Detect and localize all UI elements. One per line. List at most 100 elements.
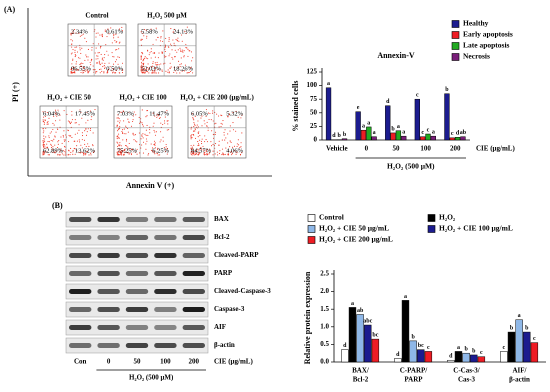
flow-dot	[203, 120, 205, 122]
flow-dot	[157, 64, 159, 66]
quadrant-percent: 0.50%	[106, 65, 123, 72]
flow-dot	[192, 152, 195, 154]
flow-dot	[181, 51, 183, 53]
flow-dot	[130, 125, 133, 127]
flow-dot	[152, 125, 154, 127]
flow-dot	[162, 124, 164, 126]
flow-dot	[119, 126, 121, 128]
flow-dot	[52, 128, 54, 131]
flow-dot	[190, 148, 192, 150]
flow-dot	[73, 71, 75, 73]
flow-dot	[82, 67, 84, 69]
flow-dot	[99, 63, 101, 65]
flow-dot	[42, 144, 44, 146]
flow-dot	[202, 149, 205, 151]
flow-dot	[130, 152, 132, 154]
flow-dot	[104, 62, 106, 64]
x-tick-label: 50	[393, 145, 401, 153]
flow-dot	[147, 134, 149, 136]
blot-band	[97, 343, 120, 348]
blot-band	[125, 217, 149, 222]
quadrant-percent: 5.32%	[226, 110, 243, 117]
flow-dot	[117, 148, 119, 150]
flow-dot	[191, 154, 193, 156]
flow-dot	[92, 69, 94, 71]
flow-dot	[179, 72, 181, 74]
blot-band	[154, 235, 177, 240]
blot-band	[125, 271, 149, 276]
flow-dot	[218, 140, 220, 142]
bar	[447, 359, 455, 363]
flow-dot	[175, 70, 177, 72]
flow-dot	[164, 46, 166, 48]
flow-dot	[185, 43, 187, 45]
flow-dot	[48, 141, 50, 143]
flow-dot	[142, 63, 145, 65]
flow-dot	[44, 152, 46, 154]
flow-dot	[94, 108, 96, 111]
flow-dot	[91, 46, 93, 48]
flow-dot	[112, 69, 115, 71]
flow-dot	[113, 56, 115, 58]
flow-dot	[141, 38, 143, 40]
flow-dot	[197, 141, 199, 143]
flow-dot	[140, 31, 142, 33]
flow-dot	[153, 150, 155, 153]
flow-dot	[140, 55, 142, 57]
x-tick-label: C-Cas-3/	[453, 367, 480, 375]
flow-dot	[197, 136, 199, 138]
flow-dot	[140, 58, 142, 60]
flow-dot	[135, 114, 137, 116]
flow-dot	[144, 133, 146, 135]
flow-dot	[146, 140, 148, 142]
flow-dot	[240, 142, 242, 144]
bar	[420, 136, 426, 141]
flow-dot	[64, 154, 66, 156]
flow-dot	[66, 113, 68, 115]
flow-dot	[121, 154, 123, 156]
significance-letter: c	[427, 127, 430, 133]
flow-dot	[190, 66, 192, 69]
flow-dot	[154, 71, 156, 73]
flow-dot	[70, 33, 72, 35]
flow-dot	[43, 138, 45, 140]
flow-dot	[197, 143, 200, 145]
flow-dot	[152, 112, 154, 114]
flow-dot	[163, 120, 166, 122]
blot-band	[182, 253, 205, 258]
flow-dot	[85, 145, 87, 148]
flow-dot	[87, 56, 89, 58]
flow-dot	[127, 127, 129, 130]
flow-dot	[151, 151, 154, 153]
flow-dot	[99, 34, 101, 36]
flow-dot	[172, 31, 174, 33]
flow-dot	[201, 125, 203, 127]
flow-dot	[64, 152, 66, 154]
flow-dot	[50, 139, 52, 142]
quadrant-percent: 24.13%	[173, 28, 194, 35]
bar	[470, 354, 478, 363]
bar	[462, 352, 470, 363]
blot-strip	[65, 319, 209, 336]
flow-dot	[214, 126, 216, 128]
flow-dot	[117, 36, 119, 38]
flow-dot	[140, 147, 142, 149]
flow-dot	[70, 121, 72, 123]
flow-dot	[76, 145, 78, 147]
flow-dot	[143, 59, 145, 61]
flow-dot	[74, 49, 76, 51]
flow-dot	[185, 46, 187, 49]
flow-dot	[87, 128, 89, 130]
flow-dot	[157, 154, 159, 156]
flow-dot	[190, 128, 192, 130]
panel-label: (A)	[4, 5, 15, 14]
flow-dot	[68, 141, 70, 143]
legend-label: Healthy	[463, 19, 489, 28]
flow-dot	[151, 149, 153, 151]
flow-dot	[171, 56, 173, 59]
flow-dot	[117, 120, 119, 122]
flow-dot	[82, 72, 84, 74]
legend-label: Late apoptosis	[463, 41, 510, 50]
bar	[394, 358, 402, 363]
